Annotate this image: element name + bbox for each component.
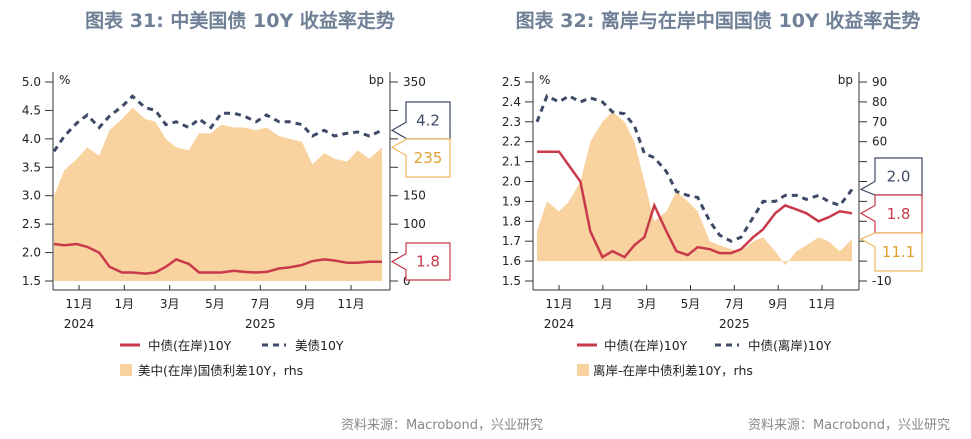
chart2-title: 图表 32: 离岸与在岸中国国债 10Y 收益率走势 bbox=[516, 9, 921, 32]
right-tick-label: 350 bbox=[403, 75, 426, 89]
left-tick-label: 1.8 bbox=[502, 214, 521, 228]
x-tick-label: 1月 bbox=[115, 297, 135, 311]
left-tick-label: 1.9 bbox=[502, 194, 521, 208]
right-tick-label: 70 bbox=[872, 115, 887, 129]
left-tick-label: 1.7 bbox=[502, 234, 521, 248]
chart2: 2.5 2.4 2.3 2.2 2.1 2.0 1.9 1.8 1.7 1.6 1.5 90 80 70 6… bbox=[502, 72, 923, 378]
year-label: 2024 bbox=[544, 317, 575, 331]
left-unit: % bbox=[59, 73, 70, 87]
right-tick-label: 0 bbox=[403, 274, 411, 288]
chart1-source: 资料来源：Macrobond，兴业研究 bbox=[341, 418, 543, 433]
left-tick-label: 3.5 bbox=[22, 160, 41, 174]
left-tick-label: 1.5 bbox=[22, 274, 41, 288]
x-tick-label: 5月 bbox=[681, 297, 701, 311]
right-tick-label: 150 bbox=[403, 189, 426, 203]
left-tick-label: 2.5 bbox=[22, 217, 41, 231]
right-unit: bp bbox=[838, 73, 853, 87]
x-tick-label: 9月 bbox=[296, 297, 316, 311]
right-tick-label: 100 bbox=[403, 217, 426, 231]
year-label: 2024 bbox=[64, 317, 95, 331]
spread-area bbox=[537, 111, 852, 266]
end-value-label: 2.0 bbox=[887, 168, 911, 186]
left-tick-label: 3.0 bbox=[22, 189, 41, 203]
right-tick-label: 90 bbox=[872, 75, 887, 89]
legend-onshore-label: 中债(在岸)10Y bbox=[604, 338, 688, 353]
end-value-callout bbox=[390, 138, 451, 178]
x-tick-label: 7月 bbox=[725, 297, 745, 311]
year-label: 2025 bbox=[719, 317, 750, 331]
legend-spread-label: 离岸-在岸中债利差10Y，rhs bbox=[593, 363, 753, 378]
x-tick-label: 9月 bbox=[768, 297, 788, 311]
end-value-label: 235 bbox=[414, 149, 443, 167]
year-label: 2025 bbox=[245, 317, 276, 331]
x-tick-label: 3月 bbox=[637, 297, 657, 311]
left-tick-label: 2.5 bbox=[502, 75, 521, 89]
x-tick-label: 11月 bbox=[65, 297, 92, 311]
legend-spread-label: 美中(在岸)国债利差10Y，rhs bbox=[138, 363, 303, 378]
right-tick-label: -10 bbox=[872, 274, 892, 288]
left-tick-label: 4.0 bbox=[22, 132, 41, 146]
chart1-title: 图表 31: 中美国债 10Y 收益率走势 bbox=[85, 9, 395, 32]
left-tick-label: 4.5 bbox=[22, 103, 41, 117]
left-tick-label: 2.2 bbox=[502, 135, 521, 149]
end-value-callout bbox=[859, 194, 923, 234]
legend-onshore-label: 中债(在岸)10Y bbox=[148, 338, 232, 353]
end-value-callout bbox=[390, 242, 451, 281]
left-tick-label: 2.0 bbox=[502, 175, 521, 189]
right-unit: bp bbox=[369, 73, 384, 87]
x-tick-label: 5月 bbox=[205, 297, 225, 311]
legend-dashed-label: 中债(离岸)10Y bbox=[748, 338, 832, 353]
left-tick-label: 1.6 bbox=[502, 254, 521, 268]
end-value-label: 11.1 bbox=[882, 243, 915, 261]
right-tick-label: 80 bbox=[872, 95, 887, 109]
left-tick-label: 2.4 bbox=[502, 95, 521, 109]
legend-spread-swatch bbox=[577, 364, 589, 376]
x-tick-label: 11月 bbox=[337, 297, 364, 311]
x-tick-label: 7月 bbox=[251, 297, 271, 311]
right-tick-label: 60 bbox=[872, 135, 887, 149]
end-value-label: 1.8 bbox=[887, 205, 911, 223]
dashed-series-line bbox=[52, 94, 383, 153]
left-tick-label: 5.0 bbox=[22, 75, 41, 89]
onshore-series-line bbox=[53, 242, 382, 275]
left-tick-label: 2.1 bbox=[502, 155, 521, 169]
x-tick-label: 3月 bbox=[160, 297, 180, 311]
left-tick-label: 1.5 bbox=[502, 274, 521, 288]
x-tick-label: 1月 bbox=[593, 297, 613, 311]
left-unit: % bbox=[539, 73, 550, 87]
legend-dashed-label: 美债10Y bbox=[295, 338, 344, 353]
onshore-series-line bbox=[537, 150, 853, 259]
x-tick-label: 11月 bbox=[808, 297, 835, 311]
left-tick-label: 2.3 bbox=[502, 115, 521, 129]
end-value-callout bbox=[859, 232, 923, 272]
end-value-label: 4.2 bbox=[416, 112, 440, 130]
spread-area bbox=[54, 107, 382, 281]
chart1: 5.0 4.5 4.0 3.5 3.0 2.5 2.0 1.5 350 150 100 0% bp 11月… bbox=[22, 72, 451, 378]
end-value-label: 1.8 bbox=[416, 253, 440, 271]
x-tick-label: 11月 bbox=[545, 297, 572, 311]
chart2-source: 资料来源：Macrobond，兴业研究 bbox=[748, 418, 950, 433]
legend-spread-swatch bbox=[120, 364, 132, 376]
left-tick-label: 2.0 bbox=[22, 246, 41, 260]
